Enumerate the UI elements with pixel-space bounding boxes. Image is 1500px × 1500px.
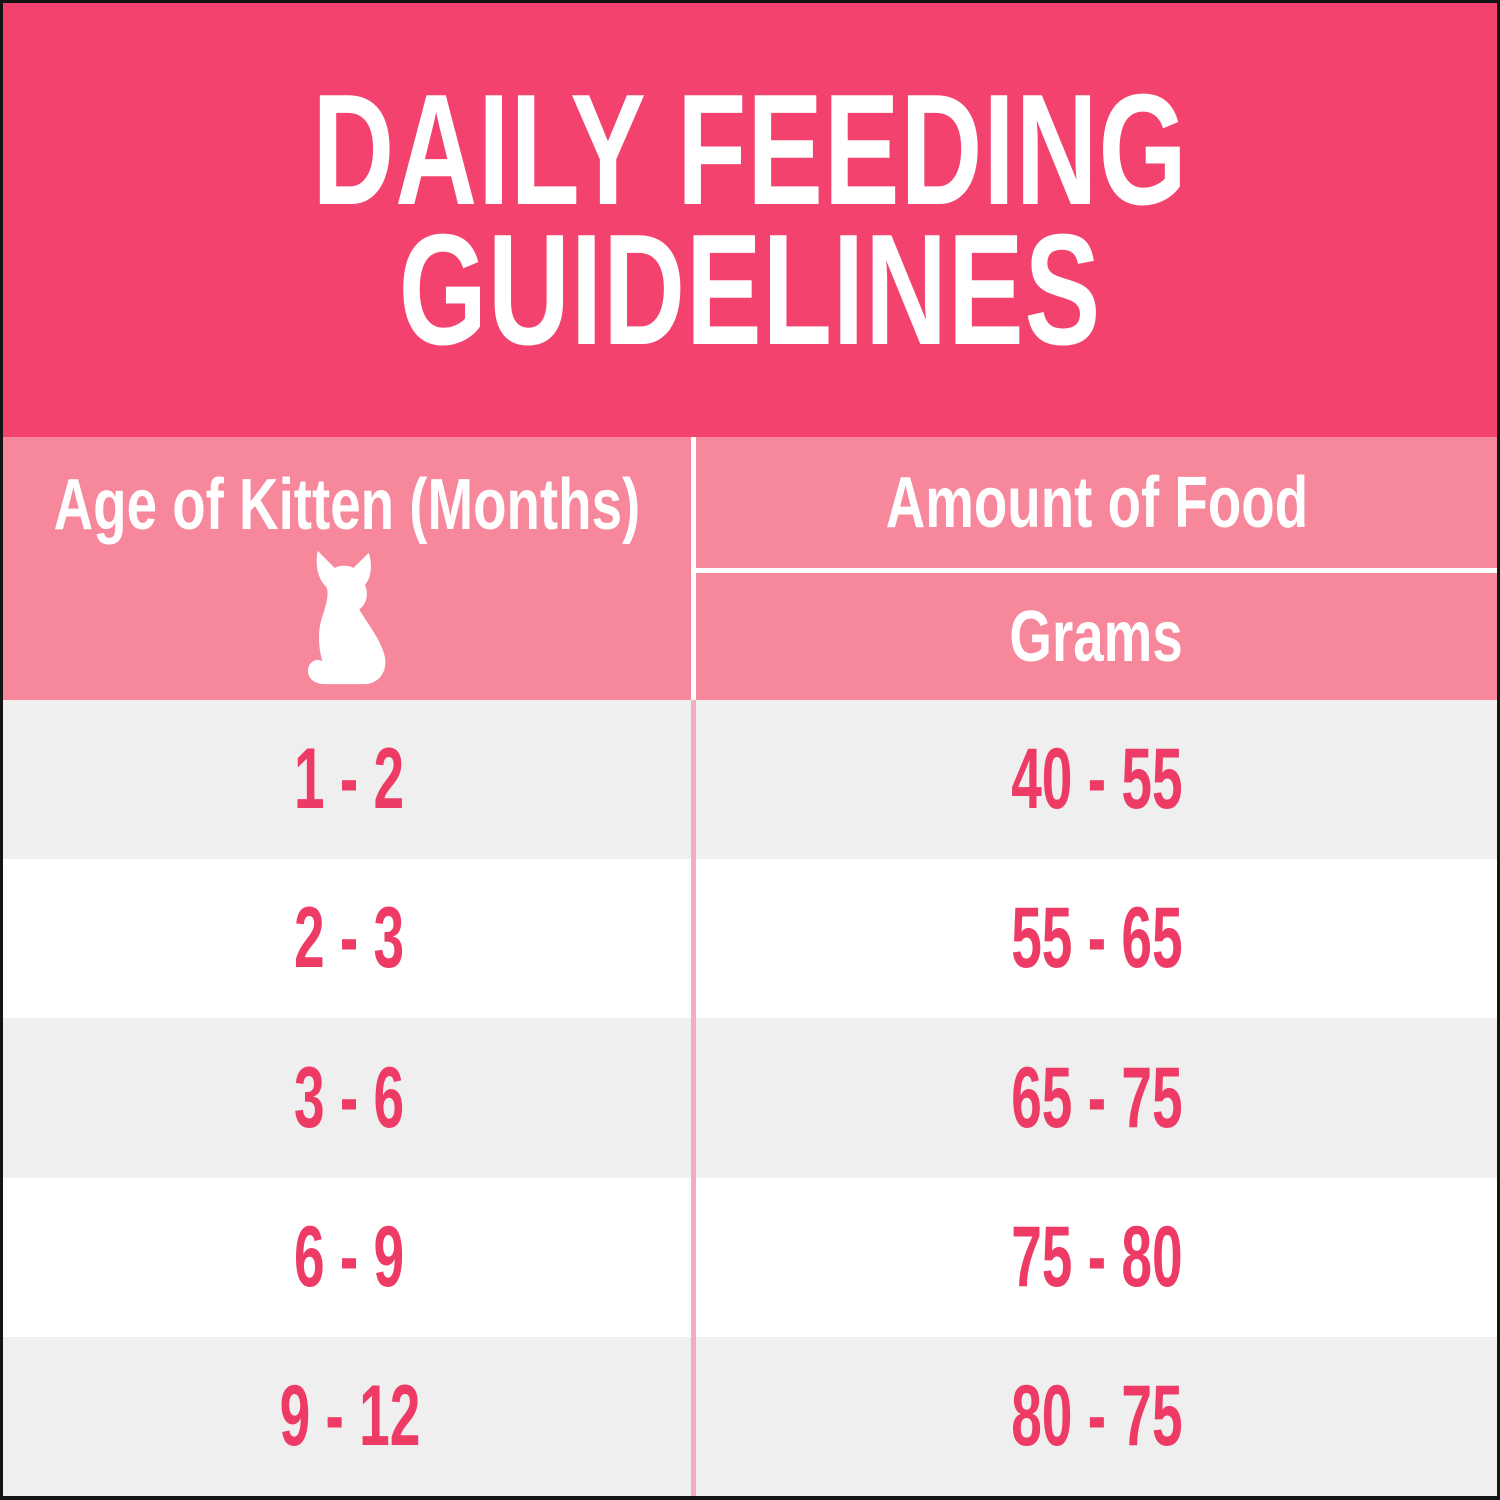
header-column-divider — [691, 437, 696, 700]
grams-cell: 65 - 75 — [1010, 1049, 1183, 1146]
banner: DAILY FEEDING GUIDELINES — [3, 3, 1497, 437]
page-title: GUIDELINES — [398, 202, 1102, 378]
page-title: DAILY FEEDING — [312, 62, 1188, 238]
page-title-line-2: GUIDELINES — [262, 202, 1238, 378]
age-cell: 2 - 3 — [294, 890, 405, 987]
table-row: 9 - 12 80 - 75 — [3, 1336, 1497, 1496]
age-column-header: Age of Kitten (Months) — [53, 465, 641, 545]
grams-subheader: Grams — [696, 573, 1497, 700]
grams-cell: 40 - 55 — [1010, 731, 1183, 828]
food-column-header: Amount of Food — [696, 437, 1497, 568]
table-header-band: Age of Kitten (Months) Amount of Food Gr… — [3, 437, 1497, 700]
table-row: 1 - 2 40 - 55 — [3, 700, 1497, 860]
table-row: 2 - 3 55 - 65 — [3, 859, 1497, 1019]
column-divider-line — [691, 700, 696, 1496]
grams-cell: 75 - 80 — [1010, 1208, 1183, 1305]
age-column-header-cell: Age of Kitten (Months) — [3, 437, 691, 700]
grams-cell: 80 - 75 — [1010, 1367, 1183, 1464]
page-title-line-1: DAILY FEEDING — [142, 62, 1358, 238]
age-cell: 9 - 12 — [279, 1367, 420, 1464]
grams-cell: 55 - 65 — [1010, 890, 1183, 987]
cat-silhouette-icon — [295, 541, 399, 700]
table-row: 6 - 9 75 - 80 — [3, 1177, 1497, 1337]
age-cell: 3 - 6 — [294, 1049, 405, 1146]
header-subrow-divider — [696, 568, 1497, 573]
age-cell: 1 - 2 — [294, 731, 405, 828]
table-row: 3 - 6 65 - 75 — [3, 1018, 1497, 1178]
table-rows: 1 - 2 40 - 55 2 - 3 55 - 65 3 - 6 65 - 7… — [3, 700, 1497, 1496]
age-cell: 6 - 9 — [294, 1208, 405, 1305]
food-column-header-cell: Amount of Food Grams — [696, 437, 1497, 700]
